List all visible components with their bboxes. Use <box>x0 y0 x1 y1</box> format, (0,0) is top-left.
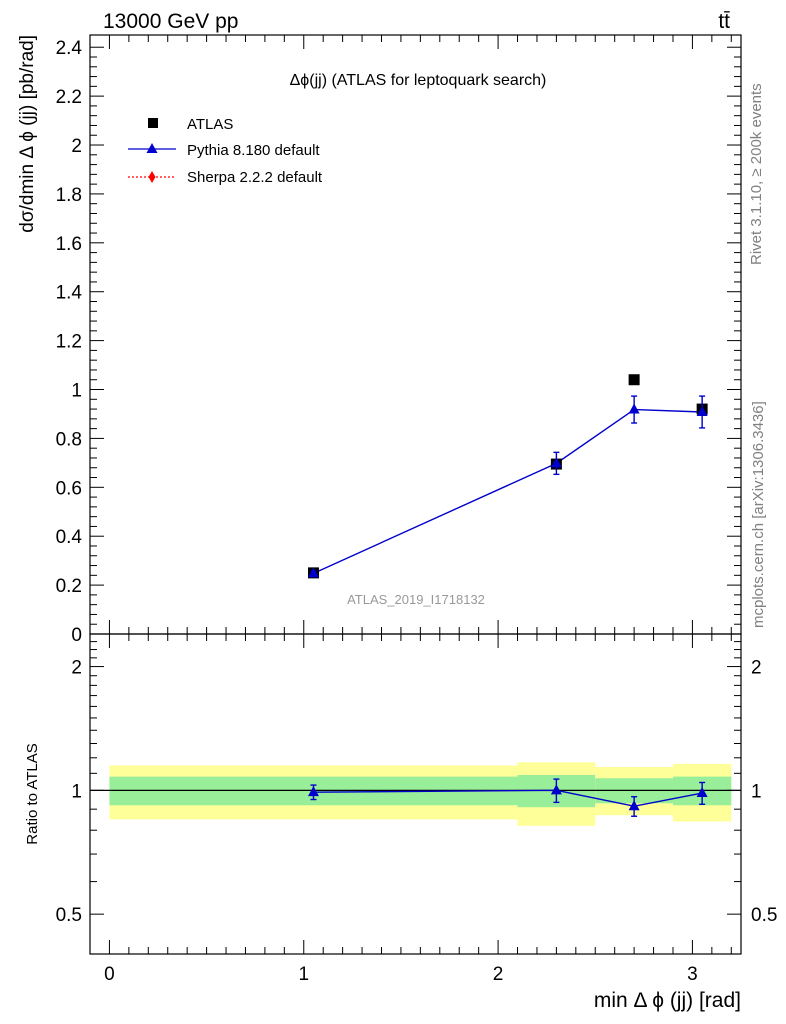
energy-label: 13000 GeV pp <box>103 10 238 33</box>
ratio-y-tick-label: 1 <box>71 781 82 802</box>
main-panel: Δϕ(jj) (ATLAS for leptoquark search) dσ/… <box>17 34 742 646</box>
rivet-info: Rivet 3.1.10, ≥ 200k events <box>748 83 765 265</box>
ratio-marks <box>307 778 708 817</box>
ratio-bands <box>90 762 741 826</box>
main-title: Δϕ(jj) (ATLAS for leptoquark search) <box>290 72 547 89</box>
main-y-tick-label: 0.4 <box>56 527 83 548</box>
pythia-ratio-point <box>307 786 319 797</box>
legend-marker-sherpa <box>148 171 156 183</box>
x-axis-label: min Δ ϕ (jj) [rad] <box>594 989 741 1012</box>
ratio-y-tick-label-right: 1 <box>751 781 762 802</box>
main-y-tick-label: 2.2 <box>56 87 82 108</box>
legend-entry-atlas: ATLAS <box>187 116 233 133</box>
pythia-ratio-point <box>696 787 708 798</box>
x-tick-label: 2 <box>493 964 504 985</box>
pythia-point <box>307 567 319 578</box>
analysis-label: ATLAS_2019_I1718132 <box>347 592 485 607</box>
ratio-panel: Ratio to ATLAS min Δ ϕ (jj) [rad] 0.5 0.5… <box>24 633 777 1012</box>
mcplots-info: mcplots.cern.ch [arXiv:1306.3436] <box>750 401 767 628</box>
ratio-y-tick-label: 0.5 <box>56 905 82 926</box>
ratio-ylabel: Ratio to ATLAS <box>24 743 41 844</box>
main-y-tick-label: 0.6 <box>56 478 82 499</box>
pythia-ratio-line <box>313 789 703 807</box>
x-tick-label: 3 <box>687 964 698 985</box>
pythia-point <box>628 403 640 414</box>
x-tick-label: 1 <box>298 964 309 985</box>
main-y-tick-label: 2.4 <box>56 38 83 59</box>
main-y-tick-label: 1.2 <box>56 332 82 353</box>
ratio-y-tick-label: 2 <box>71 658 82 679</box>
legend: ATLAS Pythia 8.180 default Sherpa 2.2.2 … <box>128 116 323 186</box>
legend-marker-atlas <box>148 118 158 128</box>
main-y-tick-label: 0.2 <box>56 576 82 597</box>
main-y-tick-label: 1.6 <box>56 234 82 255</box>
pythia-ratio-point <box>550 784 562 795</box>
main-y-tick-label: 1.8 <box>56 185 82 206</box>
ratio-y-tick-label-right: 2 <box>751 658 762 679</box>
main-y-tick-label: 0 <box>71 625 82 646</box>
atlas-data-point <box>628 374 640 386</box>
pythia-ratio-point <box>628 800 640 811</box>
pythia-line <box>313 408 703 575</box>
ratio-ticks: 0.5 0.5 1 1 2 2 0 1 2 3 <box>56 634 777 985</box>
main-y-tick-label: 0.8 <box>56 429 82 450</box>
process-label: tt̄ <box>718 10 730 33</box>
main-ticks: 0 0.2 0.4 0.6 0.8 1 1.2 1.4 1.6 1.8 2 2.2 2.4 <box>56 35 741 646</box>
main-marks <box>307 374 708 579</box>
main-ylabel: dσ/dmin Δ ϕ (jj) [pb/rad] <box>17 35 38 233</box>
x-tick-label: 0 <box>104 964 115 985</box>
ratio-y-tick-label-right: 0.5 <box>751 905 777 926</box>
pythia-point <box>550 457 562 468</box>
ratio-frame <box>89 633 742 955</box>
legend-entry-pythia: Pythia 8.180 default <box>187 142 320 159</box>
legend-marker-pythia <box>146 143 158 153</box>
legend-entry-sherpa: Sherpa 2.2.2 default <box>187 169 323 186</box>
main-y-tick-label: 1.4 <box>56 283 83 304</box>
pythia-point <box>696 406 708 417</box>
main-y-tick-label: 1 <box>71 381 82 402</box>
main-y-tick-label: 2 <box>71 136 82 157</box>
